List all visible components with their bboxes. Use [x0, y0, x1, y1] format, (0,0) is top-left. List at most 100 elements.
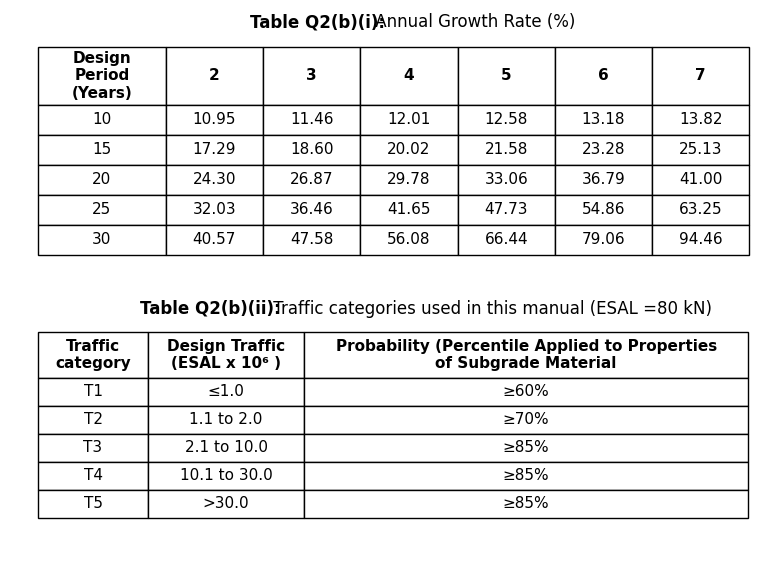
- Text: 47.73: 47.73: [484, 203, 528, 218]
- Bar: [458, 47, 555, 105]
- Bar: [555, 165, 652, 195]
- Bar: [360, 195, 458, 225]
- Text: 2.1 to 10.0: 2.1 to 10.0: [184, 440, 268, 455]
- Text: 7: 7: [695, 69, 706, 84]
- Text: 10.1 to 30.0: 10.1 to 30.0: [180, 469, 273, 484]
- Bar: [166, 165, 263, 195]
- Text: 54.86: 54.86: [582, 203, 626, 218]
- Text: ≥85%: ≥85%: [503, 440, 550, 455]
- Bar: [263, 105, 360, 135]
- Bar: [38, 165, 166, 195]
- Bar: [38, 490, 148, 518]
- Text: T3: T3: [84, 440, 102, 455]
- Text: Table Q2(b)(i):: Table Q2(b)(i):: [249, 13, 384, 31]
- Bar: [263, 165, 360, 195]
- Text: 20: 20: [92, 173, 112, 188]
- Text: 26.87: 26.87: [290, 173, 333, 188]
- Bar: [458, 195, 555, 225]
- Text: 33.06: 33.06: [484, 173, 528, 188]
- Text: 18.60: 18.60: [290, 143, 333, 158]
- Text: 25: 25: [92, 203, 112, 218]
- Bar: [305, 378, 748, 406]
- Text: 36.79: 36.79: [582, 173, 626, 188]
- Bar: [652, 47, 750, 105]
- Text: 23.28: 23.28: [582, 143, 626, 158]
- Text: 32.03: 32.03: [193, 203, 236, 218]
- Bar: [38, 434, 148, 462]
- Bar: [652, 225, 750, 255]
- Text: 4: 4: [404, 69, 414, 84]
- Bar: [166, 195, 263, 225]
- Bar: [38, 225, 166, 255]
- Text: 3: 3: [306, 69, 317, 84]
- Text: 36.46: 36.46: [290, 203, 333, 218]
- Text: 13.82: 13.82: [679, 113, 722, 128]
- Bar: [458, 135, 555, 165]
- Text: >30.0: >30.0: [203, 496, 249, 511]
- Text: 47.58: 47.58: [290, 233, 333, 248]
- Text: 30: 30: [92, 233, 112, 248]
- Bar: [555, 195, 652, 225]
- Bar: [360, 165, 458, 195]
- Bar: [148, 332, 305, 378]
- Text: 13.18: 13.18: [582, 113, 626, 128]
- Bar: [263, 225, 360, 255]
- Bar: [360, 225, 458, 255]
- Bar: [458, 105, 555, 135]
- Text: 6: 6: [598, 69, 609, 84]
- Text: 41.00: 41.00: [679, 173, 722, 188]
- Text: 15: 15: [92, 143, 112, 158]
- Bar: [38, 378, 148, 406]
- Bar: [458, 165, 555, 195]
- Bar: [360, 105, 458, 135]
- Bar: [166, 225, 263, 255]
- Bar: [148, 462, 305, 490]
- Bar: [38, 105, 166, 135]
- Bar: [166, 105, 263, 135]
- Bar: [148, 434, 305, 462]
- Text: 56.08: 56.08: [387, 233, 431, 248]
- Bar: [38, 47, 166, 105]
- Text: Traffic
category: Traffic category: [55, 339, 131, 371]
- Bar: [555, 135, 652, 165]
- Bar: [652, 165, 750, 195]
- Text: 63.25: 63.25: [679, 203, 722, 218]
- Bar: [263, 135, 360, 165]
- Text: 21.58: 21.58: [484, 143, 528, 158]
- Text: 66.44: 66.44: [484, 233, 528, 248]
- Text: Probability (Percentile Applied to Properties
of Subgrade Material: Probability (Percentile Applied to Prope…: [336, 339, 717, 371]
- Bar: [555, 225, 652, 255]
- Bar: [166, 135, 263, 165]
- Bar: [555, 105, 652, 135]
- Text: 24.30: 24.30: [193, 173, 236, 188]
- Bar: [305, 490, 748, 518]
- Bar: [305, 332, 748, 378]
- Bar: [305, 434, 748, 462]
- Text: Annual Growth Rate (%): Annual Growth Rate (%): [369, 13, 575, 31]
- Text: 20.02: 20.02: [387, 143, 430, 158]
- Text: 5: 5: [501, 69, 512, 84]
- Text: T1: T1: [84, 384, 102, 399]
- Text: 40.57: 40.57: [193, 233, 236, 248]
- Text: 29.78: 29.78: [387, 173, 431, 188]
- Bar: [38, 406, 148, 434]
- Text: 2: 2: [209, 69, 219, 84]
- Text: 94.46: 94.46: [679, 233, 722, 248]
- Bar: [652, 105, 750, 135]
- Text: T5: T5: [84, 496, 102, 511]
- Text: ≥60%: ≥60%: [503, 384, 550, 399]
- Bar: [652, 195, 750, 225]
- Text: 17.29: 17.29: [193, 143, 236, 158]
- Bar: [148, 406, 305, 434]
- Text: Design Traffic
(ESAL x 10⁶ ): Design Traffic (ESAL x 10⁶ ): [167, 339, 285, 371]
- Text: 79.06: 79.06: [582, 233, 626, 248]
- Text: 12.01: 12.01: [387, 113, 430, 128]
- Bar: [305, 462, 748, 490]
- Text: 41.65: 41.65: [387, 203, 431, 218]
- Bar: [555, 47, 652, 105]
- Text: 10.95: 10.95: [193, 113, 236, 128]
- Bar: [305, 406, 748, 434]
- Bar: [38, 195, 166, 225]
- Bar: [38, 462, 148, 490]
- Text: Traffic categories used in this manual (ESAL =80 kN): Traffic categories used in this manual (…: [269, 300, 712, 318]
